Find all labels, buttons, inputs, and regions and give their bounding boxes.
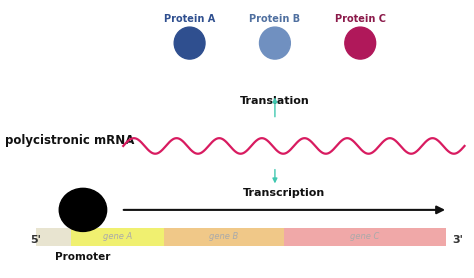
Bar bbox=[36, 228, 71, 246]
Ellipse shape bbox=[174, 27, 205, 59]
Text: gene C: gene C bbox=[350, 232, 380, 242]
Bar bbox=[284, 228, 446, 246]
Bar bbox=[71, 228, 164, 246]
Text: Protein C: Protein C bbox=[335, 14, 386, 24]
Bar bbox=[164, 228, 284, 246]
Text: Protein B: Protein B bbox=[249, 14, 301, 24]
Ellipse shape bbox=[59, 188, 107, 231]
Text: Protein A: Protein A bbox=[164, 14, 215, 24]
Text: gene A: gene A bbox=[103, 232, 132, 242]
Text: 5': 5' bbox=[30, 235, 41, 245]
Text: Promoter: Promoter bbox=[55, 252, 110, 262]
Text: polycistronic mRNA: polycistronic mRNA bbox=[5, 134, 134, 147]
Text: 3': 3' bbox=[452, 235, 463, 245]
Text: gene B: gene B bbox=[210, 232, 238, 242]
Text: Translation: Translation bbox=[240, 96, 310, 106]
Ellipse shape bbox=[345, 27, 375, 59]
Ellipse shape bbox=[259, 27, 290, 59]
Text: Transcription: Transcription bbox=[243, 188, 326, 198]
